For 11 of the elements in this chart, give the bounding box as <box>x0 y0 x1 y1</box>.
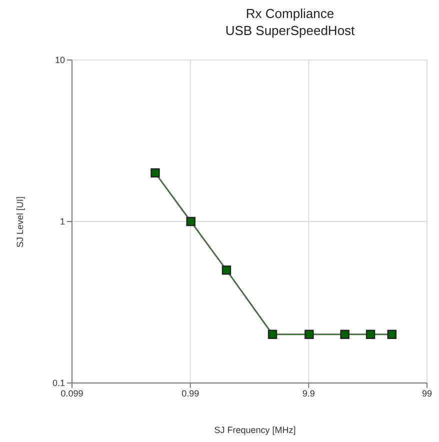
y-tick-label: 10 <box>54 55 65 66</box>
x-tick-label: 99 <box>422 388 432 398</box>
x-axis-title: SJ Frequency [MHz] <box>214 425 296 435</box>
chart-title: Rx Compliance <box>244 5 336 22</box>
x-tick-label: 9.9 <box>302 388 315 398</box>
x-tick-label: 0.99 <box>182 388 200 398</box>
y-tick-label: 0.1 <box>52 378 65 388</box>
chart-subtitle: USB SuperSpeedHost <box>224 22 356 39</box>
y-axis-title: SJ Level [UI] <box>15 196 25 248</box>
x-tick-label: 0.099 <box>60 388 84 398</box>
y-tick-label: 1 <box>60 216 65 227</box>
